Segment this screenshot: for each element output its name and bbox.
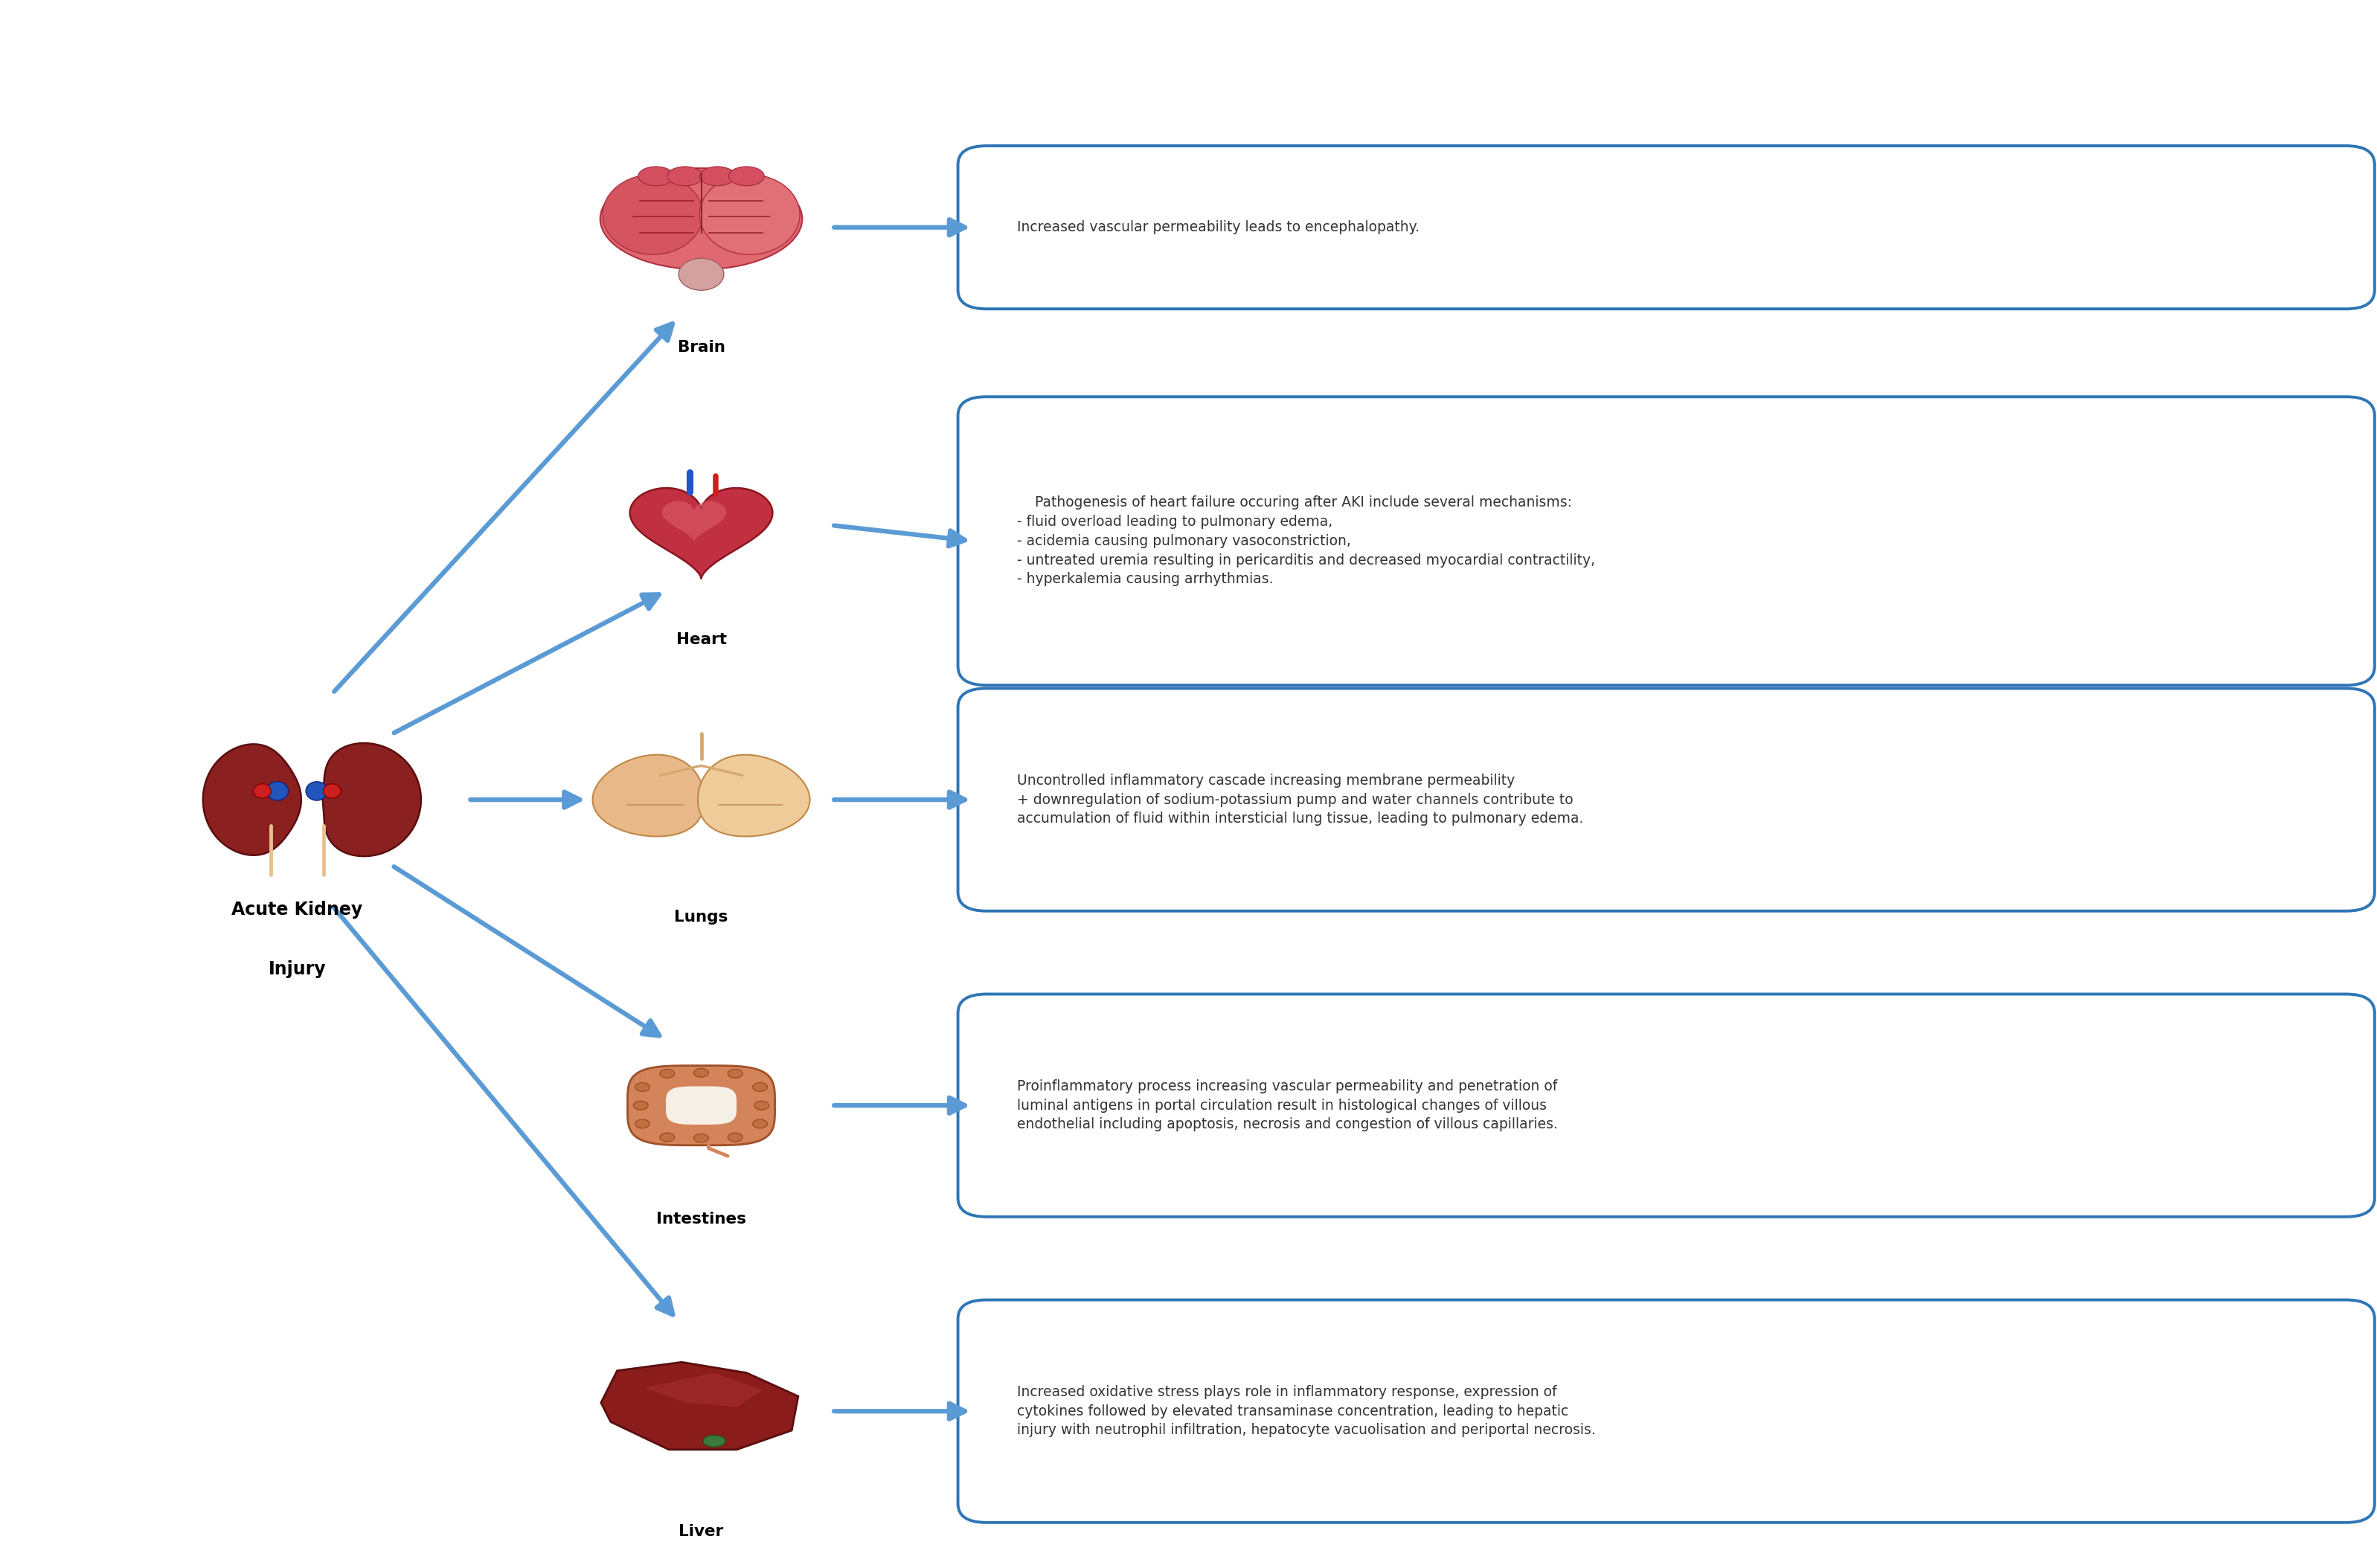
Text: Uncontrolled inflammatory cascade increasing membrane permeability
+ downregulat: Uncontrolled inflammatory cascade increa… bbox=[1017, 773, 1583, 826]
Ellipse shape bbox=[604, 174, 704, 254]
Ellipse shape bbox=[754, 1101, 770, 1110]
Polygon shape bbox=[592, 754, 704, 836]
Ellipse shape bbox=[635, 1120, 649, 1129]
Ellipse shape bbox=[727, 1069, 742, 1077]
Ellipse shape bbox=[668, 166, 704, 185]
Polygon shape bbox=[644, 1374, 763, 1406]
Ellipse shape bbox=[730, 166, 765, 185]
Ellipse shape bbox=[661, 1069, 675, 1077]
Ellipse shape bbox=[699, 166, 734, 185]
FancyBboxPatch shape bbox=[958, 1300, 2375, 1523]
Ellipse shape bbox=[635, 1082, 649, 1091]
Polygon shape bbox=[323, 743, 421, 856]
Polygon shape bbox=[666, 1087, 737, 1124]
Ellipse shape bbox=[599, 168, 801, 270]
FancyBboxPatch shape bbox=[958, 146, 2375, 309]
Polygon shape bbox=[663, 502, 725, 541]
Text: Acute Kidney: Acute Kidney bbox=[231, 900, 364, 919]
Ellipse shape bbox=[699, 174, 799, 254]
Ellipse shape bbox=[661, 1134, 675, 1142]
Ellipse shape bbox=[754, 1082, 768, 1091]
Ellipse shape bbox=[323, 784, 340, 798]
FancyBboxPatch shape bbox=[958, 397, 2375, 685]
Text: Pathogenesis of heart failure occuring after AKI include several mechanisms:
- f: Pathogenesis of heart failure occuring a… bbox=[1017, 495, 1595, 586]
Text: Increased vascular permeability leads to encephalopathy.: Increased vascular permeability leads to… bbox=[1017, 220, 1419, 235]
Polygon shape bbox=[699, 754, 811, 836]
Ellipse shape bbox=[727, 1134, 742, 1142]
Ellipse shape bbox=[637, 166, 673, 185]
FancyBboxPatch shape bbox=[958, 994, 2375, 1217]
Ellipse shape bbox=[266, 781, 288, 800]
Ellipse shape bbox=[694, 1068, 708, 1077]
Polygon shape bbox=[202, 745, 302, 855]
Ellipse shape bbox=[254, 784, 271, 798]
Text: Brain: Brain bbox=[677, 340, 725, 354]
Polygon shape bbox=[601, 1363, 799, 1449]
Ellipse shape bbox=[677, 259, 725, 290]
Polygon shape bbox=[630, 488, 773, 579]
Polygon shape bbox=[628, 1066, 775, 1145]
Text: Intestines: Intestines bbox=[656, 1212, 746, 1226]
Text: Heart: Heart bbox=[675, 632, 727, 646]
Ellipse shape bbox=[694, 1134, 708, 1143]
Ellipse shape bbox=[754, 1120, 768, 1129]
Text: Liver: Liver bbox=[680, 1524, 723, 1538]
FancyBboxPatch shape bbox=[958, 688, 2375, 911]
Text: Lungs: Lungs bbox=[675, 909, 727, 924]
Ellipse shape bbox=[632, 1101, 649, 1110]
Text: Injury: Injury bbox=[269, 960, 326, 978]
Text: Proinflammatory process increasing vascular permeability and penetration of
lumi: Proinflammatory process increasing vascu… bbox=[1017, 1079, 1559, 1132]
Ellipse shape bbox=[704, 1435, 725, 1447]
Ellipse shape bbox=[307, 781, 328, 800]
Text: Increased oxidative stress plays role in inflammatory response, expression of
cy: Increased oxidative stress plays role in… bbox=[1017, 1385, 1595, 1438]
